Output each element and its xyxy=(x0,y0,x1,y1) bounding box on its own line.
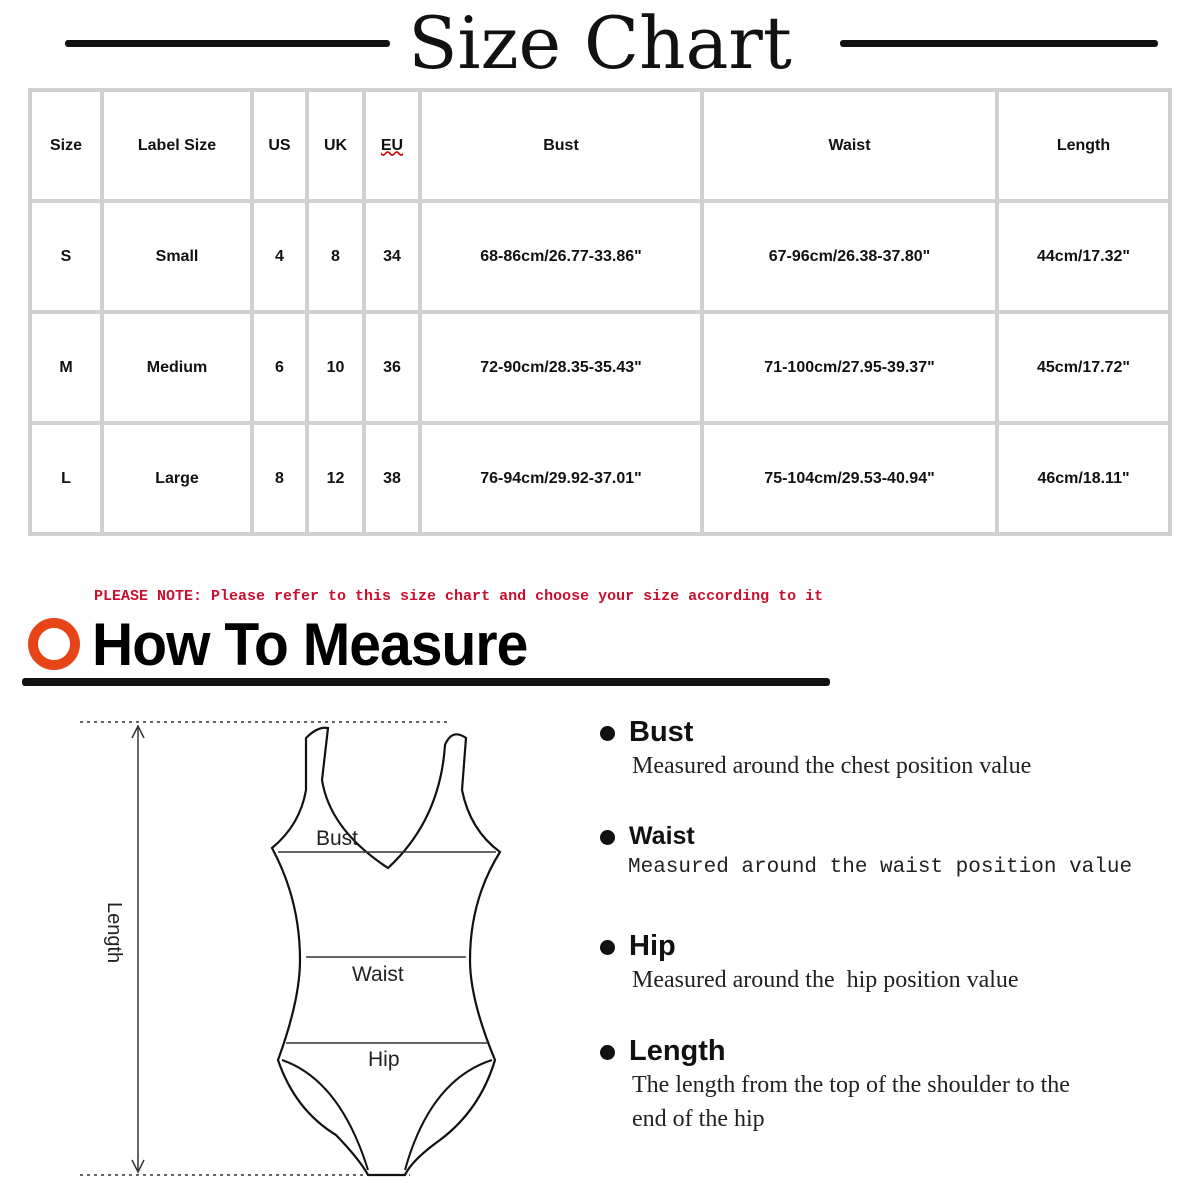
measure-item-hip: Hip Measured around the hip position valu… xyxy=(600,930,1019,997)
header-cell: Size xyxy=(32,92,100,199)
cell: 4 xyxy=(254,203,305,310)
cell: Small xyxy=(104,203,250,310)
how-to-measure-title: How To Measure xyxy=(92,611,528,678)
page-title: Size Chart xyxy=(408,1,792,85)
title-rule-left xyxy=(65,40,390,47)
header-cell: UK xyxy=(309,92,362,199)
item-desc: Measured around the waist position value xyxy=(628,856,1133,879)
item-title: Length xyxy=(629,1035,726,1067)
table-row: M Medium 6 10 36 72-90cm/28.35-35.43" 71-100cm… xyxy=(32,314,1168,421)
cell: M xyxy=(32,314,100,421)
item-title: Hip xyxy=(629,930,676,962)
table-row: S Small 4 8 34 68-86cm/26.77-33.86" 67-96cm/26… xyxy=(32,203,1168,310)
cell: 68-86cm/26.77-33.86" xyxy=(422,203,700,310)
bust-label: Bust xyxy=(316,827,358,850)
cell: 44cm/17.32" xyxy=(999,203,1168,310)
measure-item-length: Length The length from the top of the sho… xyxy=(600,1035,1080,1136)
item-title: Bust xyxy=(629,716,694,748)
cell: 8 xyxy=(254,425,305,532)
length-label: Length xyxy=(103,902,125,963)
cell: S xyxy=(32,203,100,310)
cell: 76-94cm/29.92-37.01" xyxy=(422,425,700,532)
item-desc: The length from the top of the shoulder … xyxy=(632,1072,1070,1132)
item-title: Waist xyxy=(629,822,695,850)
cell: 67-96cm/26.38-37.80" xyxy=(704,203,995,310)
circle-bullet-icon xyxy=(28,618,80,670)
bullet-icon xyxy=(600,829,615,845)
cell: 10 xyxy=(309,314,362,421)
cell: 46cm/18.11" xyxy=(999,425,1168,532)
table-header-row: Size Label Size US UK EU Bust Waist Leng… xyxy=(32,92,1168,199)
measure-rule xyxy=(22,678,830,686)
cell: 12 xyxy=(309,425,362,532)
cell: 6 xyxy=(254,314,305,421)
measure-item-waist: Waist Measured around the waist position … xyxy=(600,822,1132,885)
header-cell: US xyxy=(254,92,305,199)
header-cell: Waist xyxy=(704,92,995,199)
item-desc: Measured around the chest position value xyxy=(632,753,1032,779)
cell: 71-100cm/27.95-39.37" xyxy=(704,314,995,421)
item-desc: Measured around the hip position value xyxy=(632,967,1019,993)
bodysuit-outline xyxy=(270,726,502,1177)
bullet-icon xyxy=(600,939,615,955)
header-cell: Bust xyxy=(422,92,700,199)
cell: 38 xyxy=(366,425,418,532)
cell: 72-90cm/28.35-35.43" xyxy=(422,314,700,421)
cell: 8 xyxy=(309,203,362,310)
please-note: PLEASE NOTE: Please refer to this size c… xyxy=(94,588,824,605)
cell: Medium xyxy=(104,314,250,421)
bullet-icon xyxy=(600,725,615,741)
hip-label: Hip xyxy=(368,1048,400,1071)
header-cell: Length xyxy=(999,92,1168,199)
cell: 36 xyxy=(366,314,418,421)
cell: L xyxy=(32,425,100,532)
cell: 75-104cm/29.53-40.94" xyxy=(704,425,995,532)
title-rule-right xyxy=(840,40,1158,47)
waist-label: Waist xyxy=(352,963,404,986)
header-cell: Label Size xyxy=(104,92,250,199)
table-row: L Large 8 12 38 76-94cm/29.92-37.01" 75-104cm/… xyxy=(32,425,1168,532)
cell: Large xyxy=(104,425,250,532)
measure-item-bust: Bust Measured around the chest position v… xyxy=(600,716,1031,783)
header-cell: EU xyxy=(366,92,418,199)
cell: 45cm/17.72" xyxy=(999,314,1168,421)
size-table: Size Label Size US UK EU Bust Waist Leng… xyxy=(28,88,1172,536)
bullet-icon xyxy=(600,1044,615,1060)
cell: 34 xyxy=(366,203,418,310)
